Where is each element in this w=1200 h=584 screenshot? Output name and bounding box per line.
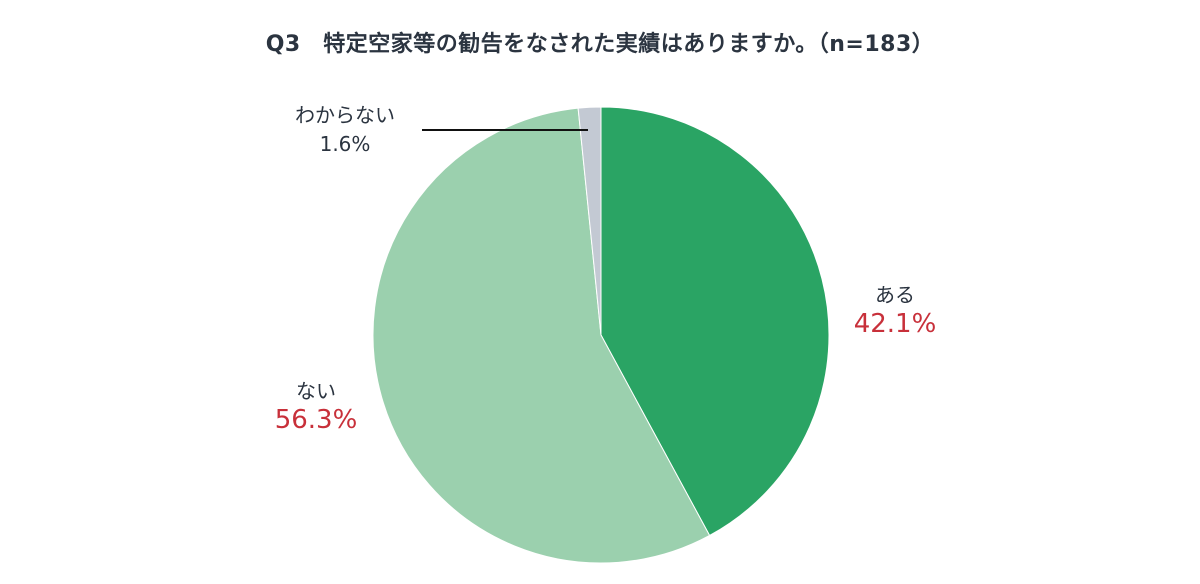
label-wakaranai: わからない 1.6% [270,102,420,160]
label-name: ある [875,283,915,307]
pie-slices [372,106,830,564]
pie-slice [577,106,602,336]
label-aru: ある 42.1% [840,282,950,340]
label-name: わからない [295,103,395,127]
pie-slice [600,106,830,537]
label-name: ない [296,379,336,403]
label-nai: ない 56.3% [256,378,376,436]
pie-slice [372,107,711,564]
label-value: 42.1% [853,309,937,339]
label-value: 1.6% [319,132,371,156]
label-value: 56.3% [274,405,358,435]
chart-title: Q3 特定空家等の勧告をなされた実績はありますか。（n=183） [265,32,935,57]
